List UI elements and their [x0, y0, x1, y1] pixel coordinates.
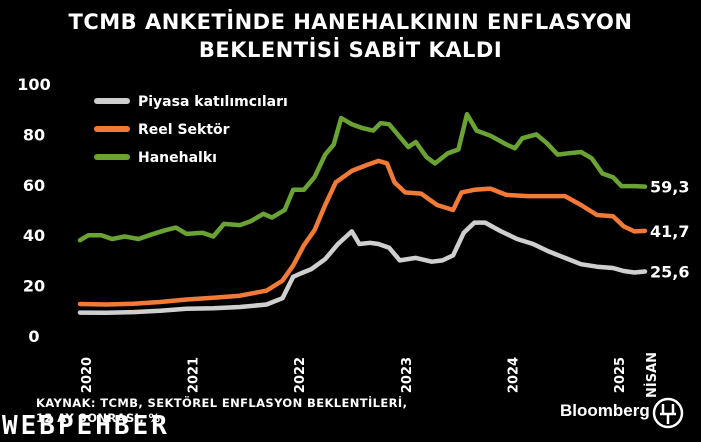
x-tick-label: NİSAN [644, 352, 660, 398]
y-tick-label: 60 [23, 176, 45, 195]
y-tick-label: 100 [17, 75, 50, 94]
end-value-label: 41,7 [650, 222, 689, 241]
x-tick-label: 2025 [613, 357, 628, 393]
legend-label: Reel Sektör [138, 122, 230, 138]
x-tick-label: 2020 [80, 357, 95, 393]
x-tick-label: 2022 [293, 357, 308, 393]
y-tick-label: 80 [23, 125, 45, 144]
series-line [77, 158, 648, 307]
source-line-1: KAYNAK: TCMB, SEKTÖREL ENFLASYON BEKLENT… [36, 396, 408, 410]
y-tick-label: 0 [28, 327, 39, 346]
legend-label: Hanehalkı [138, 150, 217, 166]
chart-subtitle: BEKLENTİSİ SABİT KALDI [198, 38, 503, 62]
y-axis: 0 20 40 60 80 100 [17, 75, 50, 346]
legend-label: Piyasa katılımcıları [138, 94, 288, 110]
y-tick-label: 40 [23, 226, 45, 245]
source-line-2: 12 AY SONRASI, % [36, 411, 161, 425]
legend: Piyasa katılımcıları Reel Sektör Hanehalkı [94, 94, 288, 166]
x-tick-label: 2021 [187, 357, 202, 393]
series-line [77, 111, 648, 243]
end-value-label: 59,3 [650, 178, 689, 197]
x-tick-label: 2023 [400, 357, 415, 393]
x-axis: 2020 2021 2022 2023 2024 2025 NİSAN [80, 352, 660, 398]
ht-logo-icon [652, 397, 684, 429]
chart-title: TCMB ANKETİNDE HANEHALKININ ENFLASYON [68, 10, 633, 34]
watermark: WEBPEHBER [2, 411, 170, 441]
x-tick-label: 2024 [506, 357, 521, 393]
bloomberg-logo: Bloomberg [560, 401, 650, 420]
end-value-label: 25,6 [650, 262, 689, 281]
source-note: KAYNAK: TCMB, SEKTÖREL ENFLASYON BEKLENT… [36, 396, 466, 426]
y-tick-label: 20 [23, 277, 45, 296]
series-line [77, 220, 648, 316]
end-labels: 25,6 41,7 59,3 [650, 178, 689, 282]
series-lines [77, 111, 648, 316]
